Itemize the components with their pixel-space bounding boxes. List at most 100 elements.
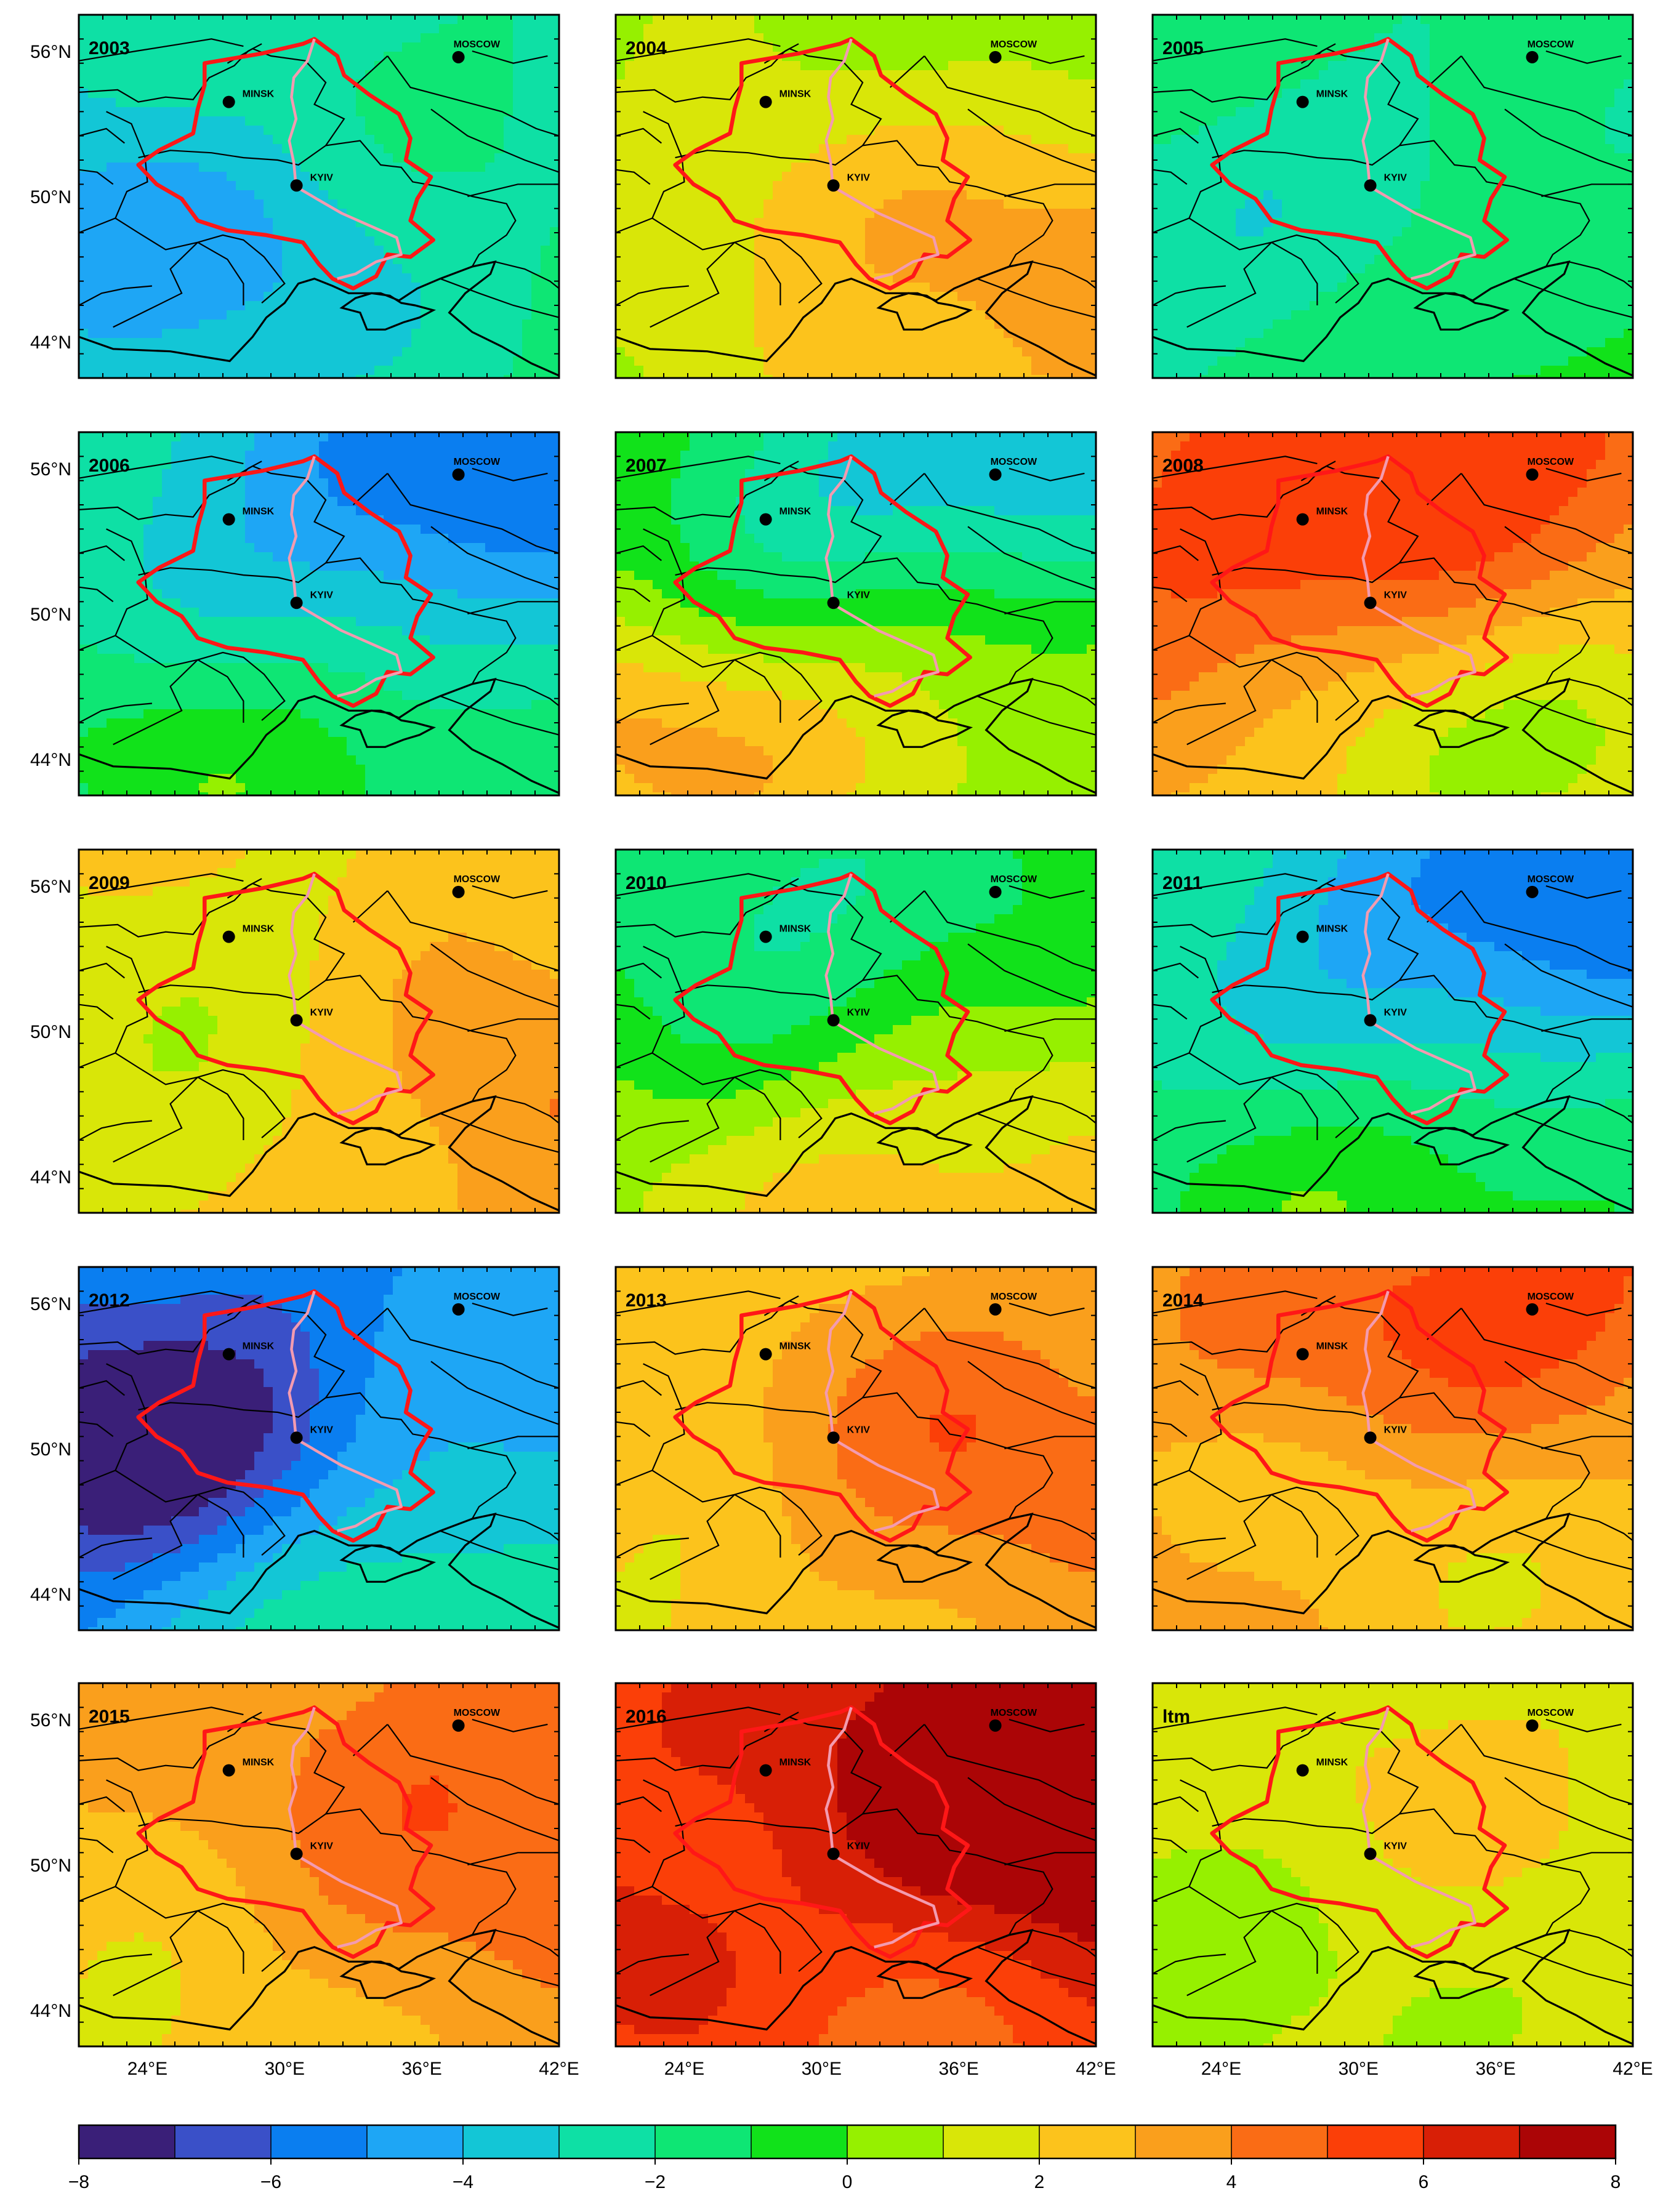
field-cell (430, 227, 440, 237)
field-cell (1059, 338, 1069, 348)
field-cell (708, 172, 718, 182)
field-cell (763, 135, 773, 145)
field-cell (874, 79, 884, 89)
field-cell (522, 347, 532, 357)
field-cell (513, 144, 523, 154)
field-cell (902, 52, 912, 62)
field-cell (393, 15, 403, 25)
field-cell (504, 24, 513, 34)
field-cell (957, 347, 967, 357)
field-cell (273, 320, 283, 329)
field-cell (727, 264, 736, 274)
field-cell (653, 329, 662, 339)
field-cell (319, 338, 329, 348)
field-cell (162, 320, 172, 329)
field-cell (1041, 310, 1050, 320)
field-cell (1356, 24, 1366, 34)
field-cell (920, 33, 930, 43)
field-cell (300, 338, 310, 348)
field-cell (245, 209, 255, 219)
field-cell (365, 283, 375, 292)
field-cell (902, 246, 912, 255)
field-cell (393, 24, 403, 34)
field-cell (143, 107, 153, 117)
field-cell (1059, 126, 1069, 135)
field-cell (494, 61, 504, 71)
field-cell (531, 116, 541, 126)
field-cell (920, 338, 930, 348)
field-cell (736, 24, 746, 34)
field-cell (227, 172, 236, 182)
field-cell (1087, 42, 1097, 52)
field-cell (625, 89, 635, 99)
field-cell (88, 172, 98, 182)
field-cell (180, 61, 190, 71)
field-cell (662, 144, 672, 154)
field-cell (310, 338, 320, 348)
field-cell (1531, 24, 1541, 34)
field-cell (690, 89, 699, 99)
field-cell (328, 227, 338, 237)
field-cell (393, 79, 403, 89)
field-cell (902, 24, 912, 34)
field-cell (1031, 89, 1041, 99)
field-cell (264, 356, 273, 366)
field-cell (1282, 116, 1292, 126)
field-cell (236, 163, 246, 172)
field-cell (88, 135, 98, 145)
field-cell (893, 199, 903, 209)
field-cell (1457, 70, 1467, 80)
field-cell (1356, 107, 1366, 117)
field-cell (485, 227, 495, 237)
field-cell (616, 375, 626, 385)
field-cell (291, 375, 301, 385)
field-cell (467, 15, 477, 25)
field-cell (902, 301, 912, 311)
field-cell (282, 190, 292, 200)
field-cell (1180, 116, 1190, 126)
field-cell (1031, 153, 1041, 163)
field-cell (439, 70, 449, 80)
field-cell (430, 70, 440, 80)
field-cell (948, 273, 958, 283)
field-cell (1208, 79, 1218, 89)
field-cell (199, 264, 209, 274)
field-cell (1587, 52, 1597, 62)
field-cell (754, 190, 764, 200)
field-cell (402, 181, 412, 191)
field-cell (208, 320, 218, 329)
field-cell (994, 163, 1004, 172)
field-cell (1568, 24, 1578, 34)
field-cell (884, 181, 893, 191)
field-cell (264, 116, 273, 126)
field-cell (1022, 320, 1032, 329)
field-cell (88, 70, 98, 80)
field-cell (1050, 338, 1060, 348)
field-cell (976, 283, 986, 292)
field-cell (1050, 329, 1060, 339)
field-cell (134, 356, 144, 366)
field-cell (1226, 70, 1236, 80)
field-cell (819, 246, 829, 255)
field-cell (448, 347, 458, 357)
field-cell (994, 199, 1004, 209)
field-cell (865, 246, 875, 255)
field-cell (310, 320, 320, 329)
field-cell (884, 163, 893, 172)
field-cell (217, 199, 227, 209)
field-cell (143, 79, 153, 89)
field-cell (457, 366, 467, 376)
field-cell (736, 301, 746, 311)
field-cell (976, 190, 986, 200)
field-cell (467, 126, 477, 135)
field-cell (485, 79, 495, 89)
field-cell (819, 79, 829, 89)
field-cell (800, 24, 810, 34)
field-cell (782, 347, 792, 357)
panel-year-label: 2003 (89, 38, 130, 58)
field-cell (1004, 218, 1013, 228)
field-cell (884, 61, 893, 71)
field-cell (1031, 163, 1041, 172)
field-cell (1374, 70, 1384, 80)
field-cell (662, 264, 672, 274)
